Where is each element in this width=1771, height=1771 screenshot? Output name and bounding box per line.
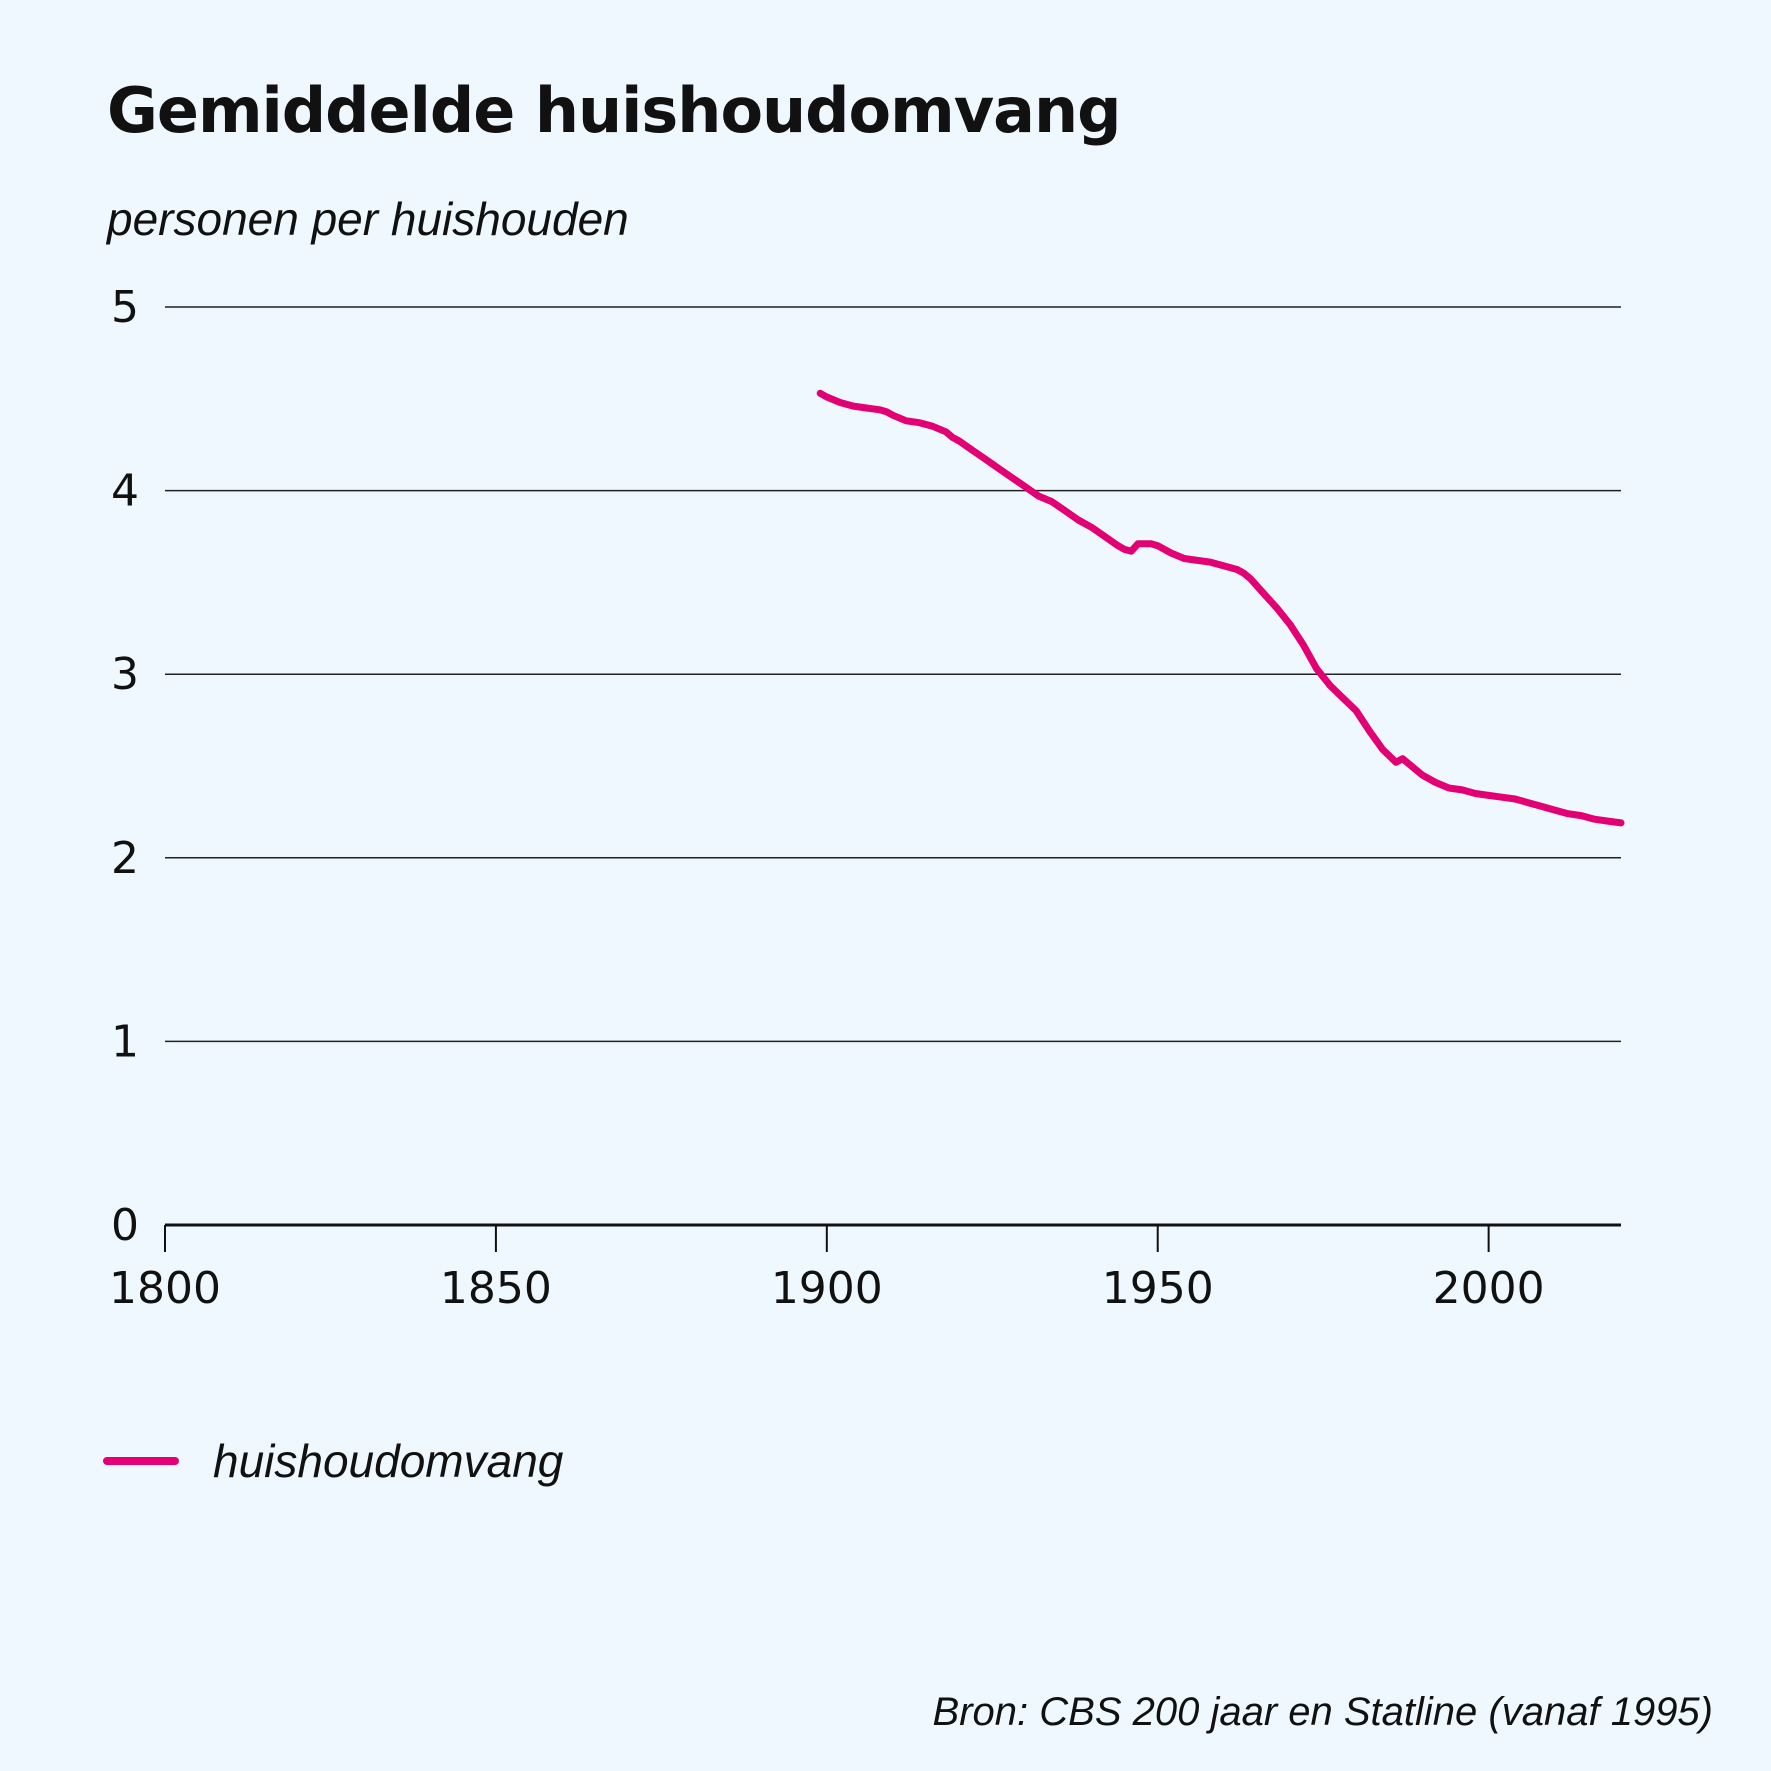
legend: huishoudomvang [103,1434,563,1488]
source-note: Bron: CBS 200 jaar en Statline (vanaf 19… [932,1690,1713,1734]
y-tick-label: 5 [111,282,139,333]
x-tick-label: 1900 [771,1263,883,1314]
chart-title: Gemiddelde huishoudomvang [107,74,1122,147]
series-line-huishoudomvang [816,389,1625,827]
y-axis-label: personen per huishouden [107,193,629,245]
y-tick-label: 3 [111,649,139,700]
x-tick-labels: 1800 1850 1900 1950 2000 [109,1263,1545,1314]
x-axis [164,1223,1621,1252]
y-tick-label: 0 [111,1200,139,1251]
legend-label: huishoudomvang [213,1435,564,1487]
x-tick-label: 1950 [1102,1263,1214,1314]
y-tick-label: 1 [111,1016,139,1067]
x-tick-label: 2000 [1433,1263,1545,1314]
y-tick-label: 2 [111,833,139,884]
series-layer [816,389,1625,827]
y-tick-label: 4 [111,466,139,517]
x-tick-label: 1800 [109,1263,221,1314]
x-tick-label: 1850 [440,1263,552,1314]
legend-swatch [103,1457,179,1465]
y-tick-labels: 0 1 2 3 4 5 [111,282,139,1251]
grid-lines [165,306,1621,1043]
